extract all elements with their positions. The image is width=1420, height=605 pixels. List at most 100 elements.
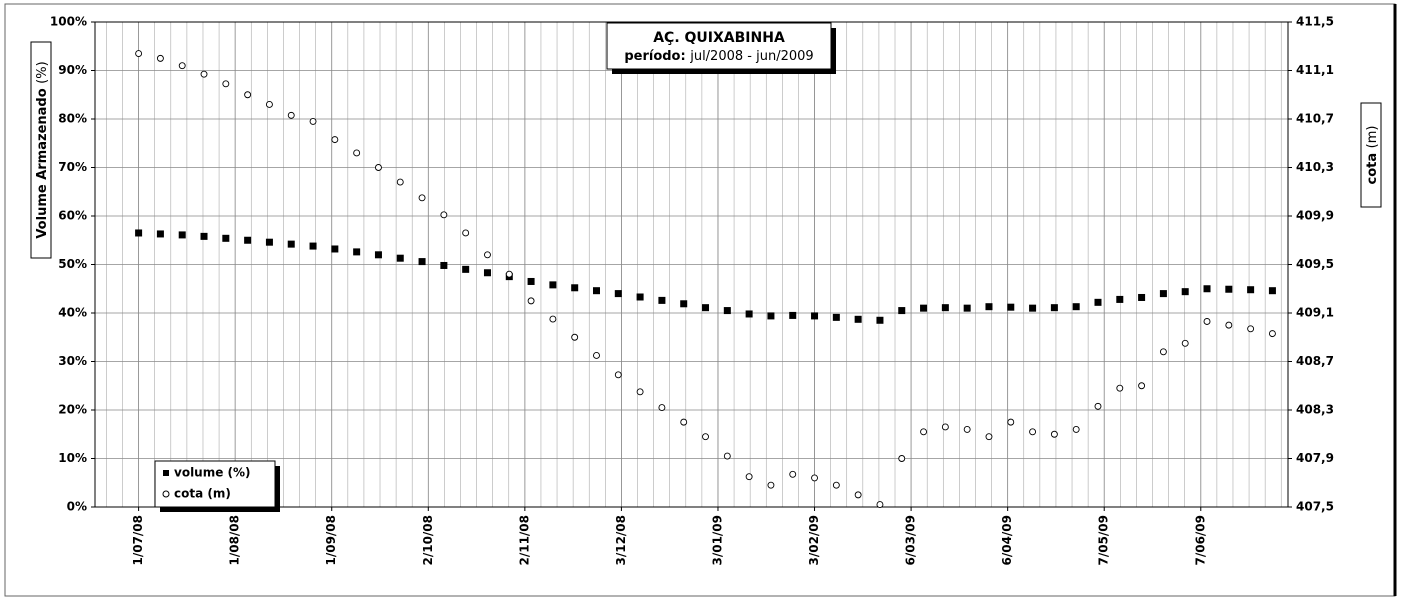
y-axis-title: Volume Armazenado (%) (30, 41, 52, 259)
point (985, 433, 993, 441)
y2-tick-label: 410,7 (1296, 112, 1334, 126)
y-tick-label: 90% (58, 63, 87, 77)
y-label-unit: (%) (35, 61, 50, 84)
y2-tick-label: 409,5 (1296, 257, 1334, 271)
point (353, 248, 361, 256)
point (571, 333, 579, 341)
point (1007, 303, 1015, 311)
point (680, 418, 688, 426)
point (571, 284, 579, 292)
x-tick-label: 3/12/08 (614, 515, 628, 566)
point (1225, 285, 1233, 293)
point (898, 307, 906, 315)
point (178, 62, 186, 70)
point (244, 91, 252, 99)
point (375, 164, 382, 171)
point (1116, 295, 1124, 303)
point (593, 351, 600, 359)
y-tick-label: 30% (58, 354, 87, 368)
point (614, 290, 622, 298)
x-tick-label: 3/01/09 (710, 515, 724, 566)
title-box: AÇ. QUIXABINHA período: jul/2008 - jun/2… (606, 22, 836, 74)
point (483, 269, 491, 277)
point (1138, 382, 1146, 390)
point (440, 261, 448, 269)
point (549, 281, 557, 289)
point (1268, 330, 1276, 338)
point (484, 251, 491, 259)
subtitle-label: período: (624, 49, 685, 64)
point (418, 258, 426, 266)
y2-tick-label: 408,7 (1296, 354, 1334, 368)
y2-tick-label: 407,9 (1296, 451, 1334, 465)
y2-tick-label: 411,1 (1296, 63, 1334, 77)
point (418, 194, 426, 202)
point (592, 287, 600, 295)
point (309, 242, 317, 250)
point (200, 70, 208, 78)
point (789, 311, 797, 319)
point (1072, 303, 1080, 311)
point (680, 300, 688, 308)
y-tick-label: 100% (50, 15, 87, 29)
y-tick-label: 80% (58, 112, 87, 126)
y2-tick-label: 407,5 (1296, 500, 1334, 514)
point (1138, 293, 1146, 301)
y-label: Volume Armazenado (35, 88, 50, 238)
point (745, 473, 753, 481)
point (265, 238, 273, 246)
point (876, 316, 884, 324)
x-tick-label: 2/10/08 (421, 515, 435, 566)
point (462, 265, 470, 273)
point (876, 501, 884, 509)
point (396, 178, 404, 186)
point (440, 211, 448, 219)
legend-label: volume (%) (174, 466, 251, 480)
y2-tick-label: 411,5 (1296, 15, 1334, 29)
point (854, 491, 862, 499)
point (135, 229, 143, 237)
x-tick-label: 3/02/09 (807, 515, 821, 566)
point (331, 136, 339, 144)
legend-marker (163, 470, 169, 476)
point (767, 481, 775, 489)
point (636, 388, 644, 396)
y2-label-unit: (m) (1365, 126, 1380, 149)
point (1181, 288, 1189, 296)
point (832, 481, 840, 489)
point (1094, 298, 1102, 306)
x-tick-label: 2/11/08 (517, 515, 531, 566)
point (920, 428, 928, 436)
y-tick-label: 40% (58, 306, 87, 320)
point (287, 111, 295, 119)
point (702, 304, 710, 312)
point (1007, 418, 1015, 426)
point (1247, 325, 1255, 333)
point (832, 313, 840, 321)
point (135, 50, 143, 57)
point (1159, 348, 1167, 356)
point (549, 315, 557, 323)
point (854, 315, 862, 323)
point (1029, 428, 1037, 436)
y2-tick-label: 410,3 (1296, 160, 1334, 174)
point (222, 234, 230, 242)
x-tick-label: 6/04/09 (1000, 515, 1014, 566)
point (1203, 285, 1211, 293)
plot-area: 0% 10% 20% 30% 40% 50% 60% 70% 80% 90% 100% 407,5 40… (50, 15, 1334, 566)
point (636, 293, 644, 301)
point (811, 474, 818, 482)
legend-label: cota (m) (174, 487, 231, 501)
y2-tick-label: 409,9 (1296, 209, 1334, 223)
point (941, 304, 949, 312)
point (745, 310, 753, 318)
point (287, 240, 295, 248)
point (396, 254, 404, 262)
point (244, 236, 252, 244)
point (374, 251, 382, 259)
x-tick-label: 7/06/09 (1193, 515, 1207, 566)
point (1247, 286, 1255, 294)
point (1159, 290, 1167, 298)
point (1268, 287, 1276, 295)
y2-tick-label: 408,3 (1296, 403, 1334, 417)
